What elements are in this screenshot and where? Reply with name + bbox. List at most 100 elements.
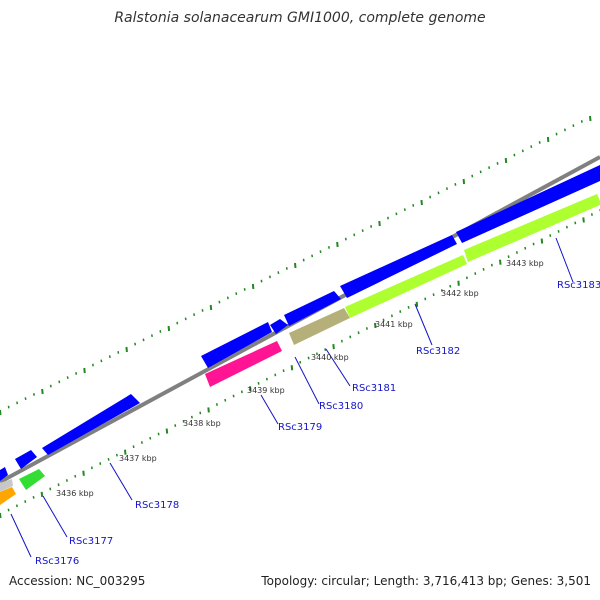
tick-mark	[167, 325, 171, 332]
tick-mark	[574, 221, 577, 225]
tick-mark	[403, 208, 406, 212]
gene-label-leader	[42, 495, 68, 538]
tick-mark	[538, 141, 541, 144]
tick-mark	[224, 398, 227, 402]
tick-mark	[374, 322, 377, 329]
tick-mark	[75, 372, 78, 375]
tick-mark	[251, 283, 255, 290]
tick-mark	[546, 136, 550, 143]
tick-mark	[365, 327, 368, 330]
tick-mark	[336, 241, 339, 248]
tick-mark	[378, 220, 381, 227]
gene-arrow[interactable]	[270, 319, 288, 334]
gene-arrow[interactable]	[0, 487, 16, 505]
tick-mark	[399, 310, 402, 313]
tick-mark	[215, 403, 218, 406]
tick-mark	[390, 314, 393, 318]
tick-mark	[190, 415, 193, 419]
tick-mark	[324, 348, 327, 351]
tick-mark	[382, 318, 385, 322]
gene-arrow[interactable]	[201, 322, 272, 368]
tick-mark	[134, 342, 137, 346]
gene-arrow[interactable]	[456, 165, 600, 243]
gene-label[interactable]: RSc3183	[557, 280, 600, 291]
tick-mark	[462, 178, 466, 185]
tick-mark	[249, 386, 252, 392]
tick-mark	[107, 457, 110, 461]
gene-arrow[interactable]	[42, 394, 140, 455]
gene-arrow[interactable]	[289, 308, 350, 345]
tick-mark	[357, 331, 360, 335]
gene-label[interactable]: RSc3177	[69, 536, 113, 547]
ruler-label: 3438 kbp	[183, 419, 221, 428]
tick-mark	[499, 259, 502, 265]
tick-mark	[474, 272, 477, 275]
gene-arrow[interactable]	[205, 341, 282, 387]
gene-arrow[interactable]	[345, 255, 467, 318]
tick-mark	[315, 352, 318, 356]
tick-mark	[265, 377, 268, 381]
tick-mark	[49, 384, 52, 388]
tick-mark	[207, 407, 210, 413]
tick-mark	[507, 255, 510, 259]
tick-mark	[240, 390, 243, 394]
tick-mark	[370, 225, 373, 228]
gene-label[interactable]: RSc3181	[352, 383, 396, 394]
gene-label-leader	[10, 513, 32, 558]
ruler-label: 3439 kbp	[247, 386, 285, 395]
gene-arrow[interactable]	[19, 469, 45, 490]
tick-mark	[327, 246, 330, 249]
tick-mark	[424, 297, 427, 301]
tick-mark	[32, 495, 35, 499]
tick-mark	[515, 251, 518, 254]
tick-mark	[140, 441, 143, 444]
tick-mark	[99, 462, 102, 465]
tick-mark	[7, 508, 10, 512]
tick-mark	[149, 436, 152, 440]
map-title: Ralstonia solanacearum GMI1000, complete…	[114, 10, 486, 26]
tick-mark	[142, 338, 145, 342]
tick-mark	[100, 359, 103, 363]
gene-arrow[interactable]	[0, 467, 8, 481]
gene-label[interactable]: RSc3179	[278, 422, 322, 433]
ruler-label: 3440 kbp	[311, 353, 349, 362]
tick-mark	[572, 124, 575, 128]
tick-mark	[307, 356, 310, 360]
tick-mark	[482, 267, 485, 271]
tick-mark	[49, 487, 52, 491]
gene-arrow[interactable]	[0, 479, 13, 492]
tick-mark	[132, 445, 135, 449]
tick-mark	[549, 234, 552, 237]
gene-arrow[interactable]	[464, 194, 600, 262]
ruler-label: 3443 kbp	[506, 259, 544, 268]
gene-label[interactable]: RSc3180	[319, 401, 363, 412]
tick-mark	[420, 199, 423, 206]
gene-label-leader	[109, 462, 133, 501]
tick-mark	[490, 263, 493, 267]
tick-mark	[437, 191, 440, 195]
gene-label[interactable]: RSc3178	[135, 500, 179, 511]
tick-mark	[165, 428, 169, 434]
tick-mark	[513, 153, 516, 157]
gene-arrow[interactable]	[284, 291, 341, 326]
tick-mark	[268, 275, 271, 279]
tick-mark	[530, 145, 533, 149]
gene-label-leader	[555, 237, 574, 283]
gene-label[interactable]: RSc3182	[416, 346, 460, 357]
tick-mark	[299, 360, 302, 364]
tick-mark	[412, 204, 415, 207]
tick-mark	[504, 157, 508, 164]
tick-mark	[274, 373, 277, 377]
tick-mark	[58, 380, 61, 384]
tick-mark	[471, 174, 474, 178]
tick-mark	[117, 351, 120, 354]
tick-mark	[0, 512, 2, 519]
tick-mark	[199, 411, 202, 415]
ruler-label: 3437 kbp	[119, 454, 157, 463]
tick-mark	[557, 229, 560, 233]
tick-mark	[432, 293, 435, 297]
gene-label[interactable]: RSc3176	[35, 556, 79, 567]
gene-label-leader	[260, 394, 279, 425]
gene-arrow[interactable]	[340, 235, 457, 298]
gene-arrow[interactable]	[15, 450, 37, 469]
